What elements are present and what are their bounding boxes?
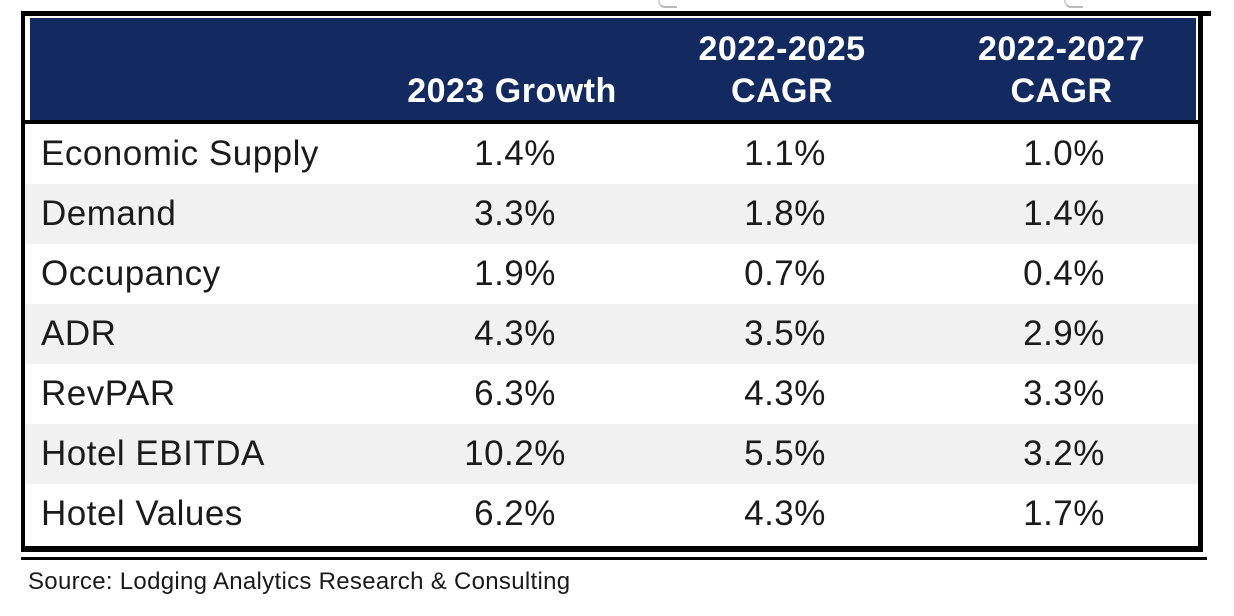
table-row-occupancy: Occupancy 1.9% 0.7% 0.4% bbox=[25, 244, 1198, 304]
header-cell-2023-growth: 2023 Growth bbox=[387, 18, 637, 120]
header-label: 2023 Growth bbox=[407, 71, 617, 110]
cell-2023-growth: 1.4% bbox=[474, 134, 556, 173]
cell-2023-growth: 1.9% bbox=[474, 254, 556, 293]
source-note: Source: Lodging Analytics Research & Con… bbox=[28, 568, 571, 595]
table-row-adr: ADR 4.3% 3.5% 2.9% bbox=[25, 304, 1198, 364]
row-label: RevPAR bbox=[41, 374, 176, 413]
table-row-demand: Demand 3.3% 1.8% 1.4% bbox=[25, 184, 1198, 244]
header-divider bbox=[25, 120, 1198, 124]
table-row-hotel-ebitda: Hotel EBITDA 10.2% 5.5% 3.2% bbox=[25, 424, 1198, 484]
cell-2023-growth: 6.2% bbox=[474, 494, 556, 533]
header-cell-2022-2027-cagr: 2022-2027 CAGR bbox=[927, 18, 1196, 120]
table-row-revpar: RevPAR 6.3% 4.3% 3.3% bbox=[25, 364, 1198, 424]
header-label-line1: 2022-2027 bbox=[977, 30, 1146, 69]
row-label: Occupancy bbox=[41, 254, 221, 293]
row-label: Economic Supply bbox=[41, 134, 319, 173]
cell-2022-2025-cagr: 1.1% bbox=[744, 134, 826, 173]
cell-2022-2027-cagr: 3.2% bbox=[1023, 434, 1105, 473]
header-label-line2: CAGR bbox=[1010, 71, 1113, 110]
cell-2022-2025-cagr: 1.8% bbox=[744, 194, 826, 233]
cell-2023-growth: 4.3% bbox=[474, 314, 556, 353]
cell-2022-2025-cagr: 3.5% bbox=[744, 314, 826, 353]
row-label: Demand bbox=[41, 194, 177, 233]
cell-2022-2027-cagr: 2.9% bbox=[1023, 314, 1105, 353]
row-label: ADR bbox=[41, 314, 117, 353]
cell-2022-2027-cagr: 1.0% bbox=[1023, 134, 1105, 173]
cropped-text-fragment bbox=[658, 0, 677, 8]
cell-2022-2027-cagr: 1.7% bbox=[1023, 494, 1105, 533]
cropped-text-fragment bbox=[1064, 0, 1083, 8]
header-label-line2: CAGR bbox=[730, 71, 834, 110]
table-bottom-border-thick bbox=[21, 546, 1203, 552]
cell-2022-2025-cagr: 4.3% bbox=[744, 374, 826, 413]
cell-2022-2025-cagr: 5.5% bbox=[744, 434, 826, 473]
cell-2023-growth: 10.2% bbox=[464, 434, 566, 473]
header-cell-2022-2025-cagr: 2022-2025 CAGR bbox=[637, 18, 927, 120]
row-label: Hotel EBITDA bbox=[41, 434, 265, 473]
table-row-hotel-values: Hotel Values 6.2% 4.3% 1.7% bbox=[25, 484, 1198, 544]
cell-2023-growth: 6.3% bbox=[474, 374, 556, 413]
table-top-border bbox=[21, 11, 1211, 16]
header-cell-blank bbox=[30, 18, 387, 120]
row-label: Hotel Values bbox=[41, 494, 243, 533]
cell-2022-2025-cagr: 0.7% bbox=[744, 254, 826, 293]
cell-2022-2027-cagr: 3.3% bbox=[1023, 374, 1105, 413]
table-row-economic-supply: Economic Supply 1.4% 1.1% 1.0% bbox=[25, 124, 1198, 184]
header-label-line1: 2022-2025 bbox=[698, 30, 866, 69]
cell-2022-2027-cagr: 0.4% bbox=[1023, 254, 1105, 293]
growth-cagr-table: 2023 Growth 2022-2025 CAGR 2022-2027 CAG… bbox=[21, 16, 1203, 546]
cell-2023-growth: 3.3% bbox=[474, 194, 556, 233]
table-bottom-border-thin bbox=[21, 557, 1207, 560]
cell-2022-2027-cagr: 1.4% bbox=[1023, 194, 1105, 233]
table-header-row: 2023 Growth 2022-2025 CAGR 2022-2027 CAG… bbox=[30, 18, 1196, 120]
cell-2022-2025-cagr: 4.3% bbox=[744, 494, 826, 533]
